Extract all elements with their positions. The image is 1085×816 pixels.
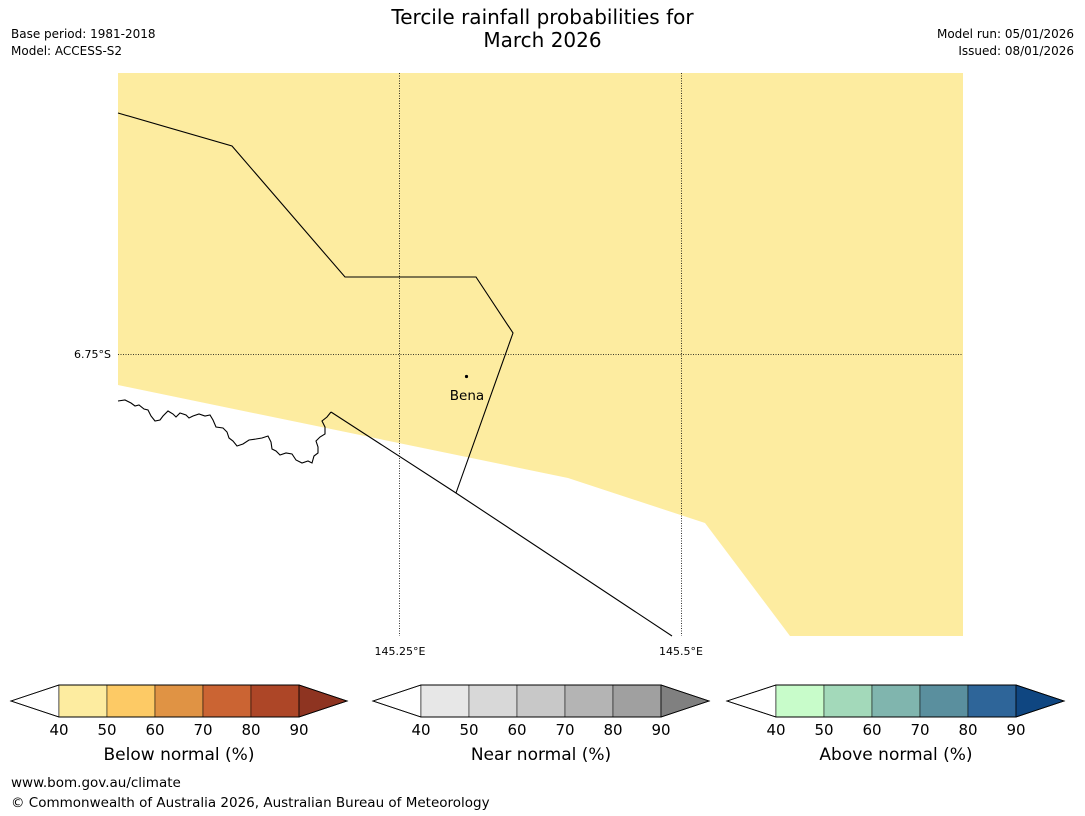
- colorbar-above-tick-80: 80: [958, 721, 977, 739]
- colorbar-above-tick-90: 90: [1006, 721, 1025, 739]
- colorbar-near-segment-80: [612, 684, 662, 718]
- website-link[interactable]: www.bom.gov.au/climate: [11, 775, 181, 791]
- title-line-2: March 2026: [483, 28, 602, 52]
- colorbar-near-tick-70: 70: [555, 721, 574, 739]
- colorbar-below-segment-80: [250, 684, 300, 718]
- issued-text: Issued: 08/01/2026: [958, 44, 1074, 58]
- colorbar-above-segment-50: [823, 684, 873, 718]
- colorbar-near-outline: [371, 684, 711, 718]
- colorbar-above-tick-50: 50: [814, 721, 833, 739]
- model-run-text: Model run: 05/01/2026: [936, 27, 1074, 41]
- latitude-label: 6.75°S: [74, 348, 111, 361]
- colorbar-above-tick-70: 70: [910, 721, 929, 739]
- longitude-label-145-25: 145.25°E: [375, 645, 426, 658]
- colorbar-near-segment-60: [516, 684, 566, 718]
- colorbar-below-tick-70: 70: [193, 721, 212, 739]
- colorbar-title-near-normal: Near normal (%): [470, 745, 612, 765]
- copyright-text: © Commonwealth of Australia 2026, Austra…: [11, 795, 490, 811]
- colorbar-above-tick-40: 40: [766, 721, 785, 739]
- colorbar-above-segment-80: [967, 684, 1017, 718]
- colorbar-near-segment-40: [420, 684, 470, 718]
- place-label-bena: Bena: [450, 388, 484, 404]
- colorbar-title-above-normal: Above normal (%): [819, 745, 973, 765]
- province-border-upper: [117, 112, 514, 494]
- meta-right: Model run: 05/01/2026 Issued: 08/01/2026: [937, 26, 1074, 60]
- colorbar-below-tick-60: 60: [145, 721, 164, 739]
- colorbar-title-below-normal: Below normal (%): [103, 745, 255, 765]
- colorbar-above-segment-60: [871, 684, 921, 718]
- colorbar-below-tick-40: 40: [49, 721, 68, 739]
- colorbar-below-segment-40: [58, 684, 108, 718]
- bena-location-marker: [464, 374, 469, 379]
- map-title: Tercile rainfall probabilities for March…: [0, 6, 1085, 52]
- colorbar-near-tick-50: 50: [459, 721, 478, 739]
- colorbar-below-tick-90: 90: [289, 721, 308, 739]
- colorbar-above-tick-60: 60: [862, 721, 881, 739]
- title-line-1: Tercile rainfall probabilities for: [391, 5, 694, 29]
- colorbar-above-segment-70: [919, 684, 969, 718]
- river-line: [117, 399, 332, 464]
- colorbar-above-outline: [725, 684, 1066, 718]
- longitude-label-145-5: 145.5°E: [659, 645, 703, 658]
- model-text: Model: ACCESS-S2: [11, 44, 123, 58]
- colorbar-near-segment-50: [468, 684, 518, 718]
- base-period-text: Base period: 1981-2018: [11, 27, 156, 41]
- meta-left: Base period: 1981-2018 Model: ACCESS-S2: [11, 26, 156, 60]
- colorbar-above-high-arrow: [1015, 684, 1066, 718]
- colorbar-below-tick-80: 80: [241, 721, 260, 739]
- colorbar-near-segment-70: [564, 684, 614, 718]
- colorbar-above-segment-40: [775, 684, 825, 718]
- colorbar-near-tick-40: 40: [411, 721, 430, 739]
- colorbar-above-low-arrow: [725, 684, 777, 718]
- colorbar-near-tick-60: 60: [507, 721, 526, 739]
- colorbar-below-outline: [9, 684, 349, 718]
- colorbar-near-tick-90: 90: [651, 721, 670, 739]
- colorbar-near-tick-80: 80: [603, 721, 622, 739]
- colorbar-below-tick-50: 50: [97, 721, 116, 739]
- province-border-lower: [330, 411, 673, 637]
